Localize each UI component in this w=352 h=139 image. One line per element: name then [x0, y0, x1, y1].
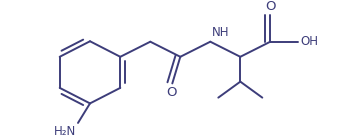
Text: OH: OH [300, 35, 318, 48]
Text: O: O [265, 0, 276, 13]
Text: H₂N: H₂N [54, 125, 76, 138]
Text: NH: NH [212, 26, 230, 39]
Text: O: O [166, 86, 177, 99]
